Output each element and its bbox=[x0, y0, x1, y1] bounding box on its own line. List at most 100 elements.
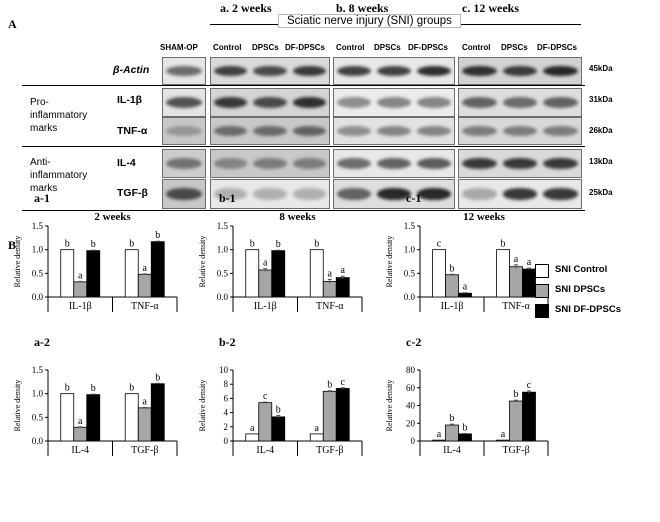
significance-letter: b bbox=[450, 413, 455, 424]
col-control-8w: Control bbox=[336, 43, 365, 52]
significance-letter: a bbox=[341, 265, 346, 276]
significance-letter: a bbox=[514, 254, 519, 265]
blot-band bbox=[253, 65, 287, 77]
blot-band bbox=[417, 65, 451, 77]
significance-letter: b bbox=[276, 404, 281, 415]
y-axis-label: Relative density bbox=[13, 236, 22, 288]
blot-strip bbox=[210, 57, 330, 85]
bar bbox=[322, 390, 337, 442]
blot-band bbox=[377, 125, 411, 137]
panel-label: c-1 bbox=[406, 191, 421, 205]
blot-band bbox=[337, 97, 371, 108]
bar bbox=[271, 250, 286, 298]
blot-band bbox=[253, 97, 287, 108]
blot-band bbox=[214, 65, 248, 77]
significance-letter: a bbox=[527, 257, 532, 268]
blot-band bbox=[417, 125, 451, 137]
bar bbox=[73, 426, 88, 442]
row-label-il1b: IL-1β bbox=[117, 94, 143, 106]
col-dfdpscs-2w: DF-DPSCs bbox=[285, 43, 326, 52]
blot-band bbox=[462, 188, 497, 200]
significance-letter: c bbox=[263, 391, 268, 402]
significance-letter: b bbox=[327, 380, 332, 391]
blot-band bbox=[337, 65, 371, 77]
blot-strip bbox=[458, 117, 582, 145]
blot-strip bbox=[210, 117, 330, 145]
bar bbox=[124, 393, 139, 442]
y-tick-label: 1.5 bbox=[32, 365, 44, 375]
y-tick-label: 4 bbox=[224, 408, 229, 418]
blot-band bbox=[462, 65, 497, 77]
bar bbox=[335, 388, 350, 442]
significance-letter: b bbox=[65, 383, 70, 394]
timepoint-8-weeks: b. 8 weeks bbox=[336, 1, 389, 15]
bar bbox=[60, 249, 75, 298]
bar bbox=[258, 402, 273, 442]
row-label-beta-actin: β-Actin bbox=[113, 64, 150, 76]
bar bbox=[150, 383, 165, 442]
bar bbox=[137, 273, 152, 298]
bar bbox=[432, 439, 446, 442]
y-tick-label: 1.5 bbox=[217, 221, 229, 231]
blot-strip bbox=[162, 88, 206, 117]
blot-band bbox=[377, 65, 411, 77]
col-dpscs-12w: DPSCs bbox=[501, 43, 528, 52]
bar bbox=[86, 250, 101, 298]
blot-strip bbox=[210, 149, 330, 178]
bar bbox=[271, 416, 286, 442]
category-label: TGF-β bbox=[502, 445, 529, 456]
significance-letter: a bbox=[501, 429, 506, 440]
significance-letter: b bbox=[155, 372, 160, 383]
blot-band bbox=[166, 158, 202, 169]
significance-letter: b bbox=[155, 230, 160, 241]
bar bbox=[73, 281, 88, 298]
y-tick-label: 1.0 bbox=[217, 245, 229, 255]
blot-strip bbox=[333, 117, 455, 145]
significance-letter: b bbox=[514, 389, 519, 400]
bar bbox=[322, 280, 337, 298]
sni-groups-label: Sciatic nerve injury (SNI) groups bbox=[278, 14, 461, 28]
chart-title: 8 weeks bbox=[279, 211, 316, 223]
timepoint-12-weeks: c. 12 weeks bbox=[462, 1, 519, 15]
blot-band bbox=[166, 65, 202, 77]
blot-band bbox=[462, 97, 497, 108]
bar bbox=[309, 249, 324, 298]
blot-band bbox=[502, 97, 538, 108]
bar bbox=[496, 439, 510, 442]
y-tick-label: 0.0 bbox=[217, 292, 229, 302]
blot-band bbox=[292, 97, 326, 108]
blot-band bbox=[377, 97, 411, 108]
blot-band bbox=[214, 158, 248, 169]
y-axis-label: Relative density bbox=[13, 380, 22, 432]
bar bbox=[496, 249, 510, 298]
blot-band bbox=[502, 65, 538, 77]
blot-band bbox=[462, 158, 497, 169]
y-tick-label: 0.0 bbox=[32, 292, 44, 302]
blot-band bbox=[166, 188, 202, 200]
y-axis-label: Relative density bbox=[198, 236, 207, 288]
significance-letter: a bbox=[437, 429, 442, 440]
category-label: TNF-α bbox=[502, 301, 530, 312]
category-label: TGF-β bbox=[131, 445, 158, 456]
bar bbox=[245, 249, 260, 298]
bar bbox=[522, 391, 536, 442]
y-tick-label: 8 bbox=[224, 379, 229, 389]
col-dpscs-2w: DPSCs bbox=[252, 43, 279, 52]
y-axis-label: Relative density bbox=[385, 236, 394, 288]
bar bbox=[86, 394, 101, 442]
bar bbox=[335, 277, 350, 298]
chart-title: 2 weeks bbox=[94, 211, 131, 223]
significance-letter: a bbox=[250, 423, 255, 434]
y-tick-label: 2 bbox=[224, 422, 229, 432]
significance-letter: a bbox=[143, 396, 148, 407]
y-tick-label: 1.5 bbox=[404, 221, 416, 231]
legend-swatch-control bbox=[535, 264, 549, 278]
bar bbox=[60, 393, 75, 442]
y-tick-label: 20 bbox=[406, 418, 416, 428]
legend-label-dpscs: SNI DPSCs bbox=[555, 284, 606, 295]
significance-letter: a bbox=[263, 258, 268, 269]
significance-letter: c bbox=[437, 239, 442, 250]
blot-band bbox=[214, 188, 248, 200]
bar bbox=[458, 292, 472, 298]
col-dfdpscs-12w: DF-DPSCs bbox=[537, 43, 578, 52]
